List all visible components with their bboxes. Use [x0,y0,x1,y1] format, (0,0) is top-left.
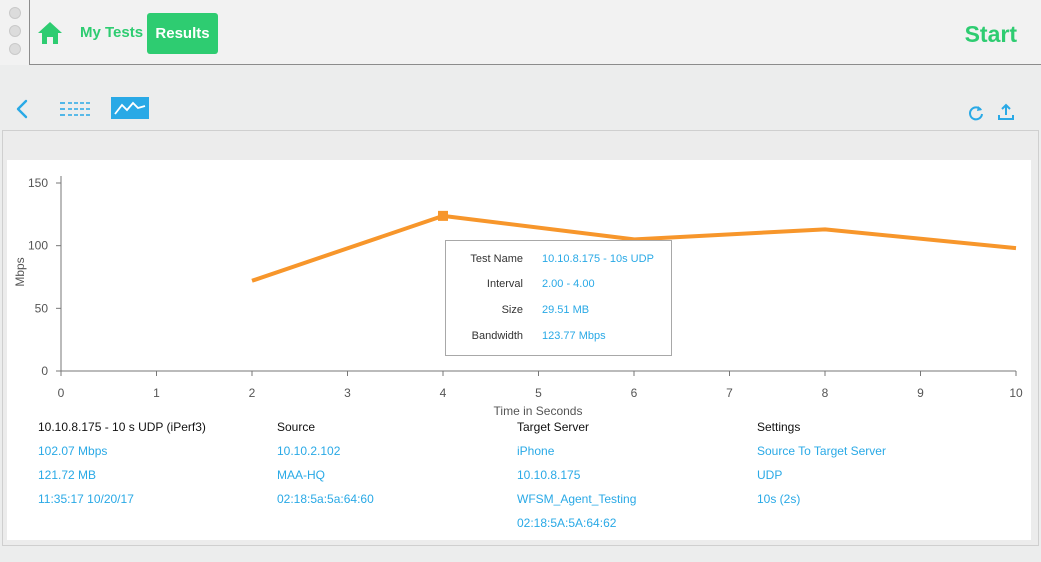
list-view-button[interactable] [58,100,94,118]
y-tick-label: 50 [35,301,49,315]
graph-view-button[interactable] [111,97,149,119]
x-tick-label: 10 [1009,386,1023,400]
nav-results[interactable]: Results [147,13,218,54]
bandwidth-line-chart: 0 1 2 3 4 5 6 7 8 9 10 0 50 100 150 Time in Seconds M… [13,176,1023,418]
x-tick-label: 7 [726,386,733,400]
window-dot-icon[interactable] [9,7,21,19]
x-tick-label: 0 [58,386,65,400]
back-button[interactable] [14,98,30,120]
data-point[interactable] [249,278,255,284]
tooltip-value: 123.77 Mbps [542,330,606,342]
source-column: Source 10.10.2.102 MAA-HQ 02:18:5a:5a:64… [277,418,374,514]
data-point[interactable] [822,226,828,232]
y-axis-label: Mbps [13,257,27,286]
y-tick-labels: 0 50 100 150 [28,176,61,378]
x-tick-labels: 0 1 2 3 4 5 6 7 8 9 10 [58,371,1023,400]
x-axis-label: Time in Seconds [494,404,583,418]
data-point-tooltip: Test Name 10.10.8.175 - 10s UDP Interval… [445,240,672,356]
refresh-button[interactable] [966,103,986,123]
tooltip-label: Bandwidth [471,330,523,342]
nav-my-tests[interactable]: My Tests [80,24,144,41]
tooltip-row: Interval 2.00 - 4.00 [446,274,671,294]
tooltip-row: Test Name 10.10.8.175 - 10s UDP [446,249,671,269]
share-button[interactable] [996,102,1016,122]
y-tick-label: 0 [41,364,48,378]
x-tick-label: 3 [344,386,351,400]
tooltip-row: Bandwidth 123.77 Mbps [446,326,671,346]
data-point[interactable] [1013,245,1019,251]
test-summary-column: 10.10.8.175 - 10 s UDP (iPerf3) 102.07 M… [38,418,206,514]
source-mac: 02:18:5a:5a:64:60 [277,492,374,506]
target-heading: Target Server [517,420,590,434]
target-ip: 10.10.8.175 [517,468,581,482]
settings-heading: Settings [757,420,801,434]
series-line [251,213,1017,283]
start-button[interactable]: Start [964,21,1017,47]
settings-column: Settings Source To Target Server UDP 10s… [757,418,886,514]
tooltip-value: 29.51 MB [542,304,590,316]
graph-view-icon [114,101,146,115]
test-bandwidth: 102.07 Mbps [38,444,108,458]
x-tick-label: 1 [153,386,160,400]
tooltip-label: Interval [486,278,523,290]
upload-icon [998,103,1014,120]
test-size: 121.72 MB [38,468,97,482]
tooltip-row: Size 29.51 MB [446,300,671,320]
target-mac: 02:18:5A:5A:64:62 [517,516,617,530]
tooltip-label: Size [501,304,523,316]
window-dot-icon[interactable] [9,25,21,37]
tooltip-value: 2.00 - 4.00 [542,278,595,290]
chevron-left-icon [16,99,28,119]
home-icon [38,22,62,44]
window-dot-icon[interactable] [9,43,21,55]
tooltip-label: Test Name [470,253,523,265]
app-header: My Tests Results Start [0,0,1041,65]
source-heading: Source [277,420,316,434]
data-point-marker[interactable] [438,210,448,221]
window-controls [0,0,30,65]
target-server-column: Target Server iPhone 10.10.8.175 WFSM_Ag… [517,418,636,538]
home-button[interactable] [36,20,64,46]
test-timestamp: 11:35:17 10/20/17 [38,492,134,506]
list-view-icon [60,102,92,116]
x-tick-label: 4 [440,386,447,400]
target-device: iPhone [517,444,555,458]
settings-protocol: UDP [757,468,783,482]
refresh-icon [969,106,983,121]
target-agent: WFSM_Agent_Testing [517,492,637,506]
y-tick-label: 150 [28,176,48,190]
x-tick-label: 6 [631,386,638,400]
x-tick-label: 5 [535,386,542,400]
settings-direction: Source To Target Server [757,444,886,458]
chart-series [249,210,1019,284]
x-tick-label: 8 [822,386,829,400]
settings-duration: 10s (2s) [757,492,801,506]
y-tick-label: 100 [28,239,48,253]
test-name-heading: 10.10.8.175 - 10 s UDP (iPerf3) [38,420,206,434]
x-tick-label: 2 [249,386,256,400]
results-toolbar [0,66,1041,130]
tooltip-value: 10.10.8.175 - 10s UDP [542,253,654,265]
source-name: MAA-HQ [277,468,325,482]
x-tick-label: 9 [917,386,924,400]
source-ip: 10.10.2.102 [277,444,341,458]
